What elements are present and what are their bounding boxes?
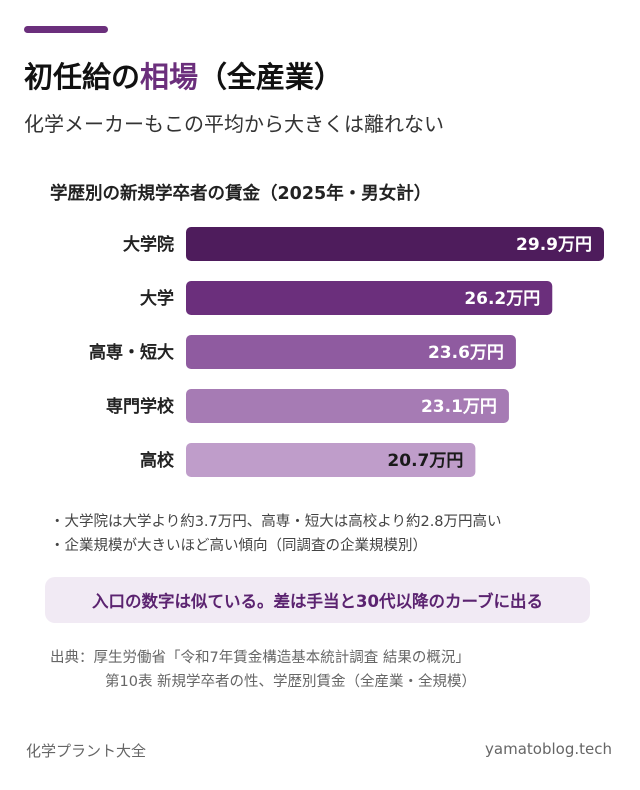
accent-line [24, 26, 108, 33]
bar-category-label: 大学院 [123, 234, 174, 255]
source: 出典：厚生労働省「令和7年賃金構造基本統計調査 結果の概況」 第10表 新規学卒… [50, 646, 476, 694]
source-line-1: 出典：厚生労働省「令和7年賃金構造基本統計調査 結果の概況」 [50, 650, 470, 666]
bar-value-label: 26.2万円 [464, 289, 540, 309]
footer-url[interactable]: yamatoblog.tech [485, 740, 612, 758]
callout-box: 入口の数字は似ている。差は手当と30代以降のカーブに出る [45, 577, 590, 623]
bar-value-label: 20.7万円 [387, 451, 463, 471]
bar-category-label: 専門学校 [106, 396, 175, 417]
bar-category-label: 高専・短大 [89, 342, 174, 363]
bar-category-label: 高校 [140, 450, 175, 471]
bar [186, 227, 604, 261]
bar [186, 389, 509, 423]
bar-value-label: 29.9万円 [516, 235, 592, 255]
bar [186, 281, 553, 315]
title-suffix: （全産業） [198, 60, 344, 94]
bar-value-label: 23.6万円 [428, 343, 504, 363]
bar-value-label: 23.1万円 [421, 397, 497, 417]
note-item: ・企業規模が大きいほど高い傾向（同調査の企業規模別） [50, 538, 427, 554]
footer-brand: 化学プラント大全 [26, 742, 147, 760]
notes: ・大学院は大学より約3.7万円、高専・短大は高校より約2.8万円高い ・企業規模… [50, 510, 502, 558]
note-item: ・大学院は大学より約3.7万円、高専・短大は高校より約2.8万円高い [50, 514, 502, 530]
title-prefix: 初任給の [24, 60, 141, 94]
source-line-2: 第10表 新規学卒者の性、学歴別賃金（全産業・全規模） [105, 674, 477, 690]
page-subtitle: 化学メーカーもこの平均から大きくは離れない [24, 112, 444, 136]
bar [186, 443, 476, 477]
bar-category-label: 大学 [140, 288, 174, 309]
title-highlight: 相場 [140, 60, 199, 94]
page-title: 初任給の相場（全産業） [24, 54, 343, 96]
bar [186, 335, 516, 369]
chart-title: 学歴別の新規学卒者の賃金（2025年・男女計） [50, 184, 432, 204]
